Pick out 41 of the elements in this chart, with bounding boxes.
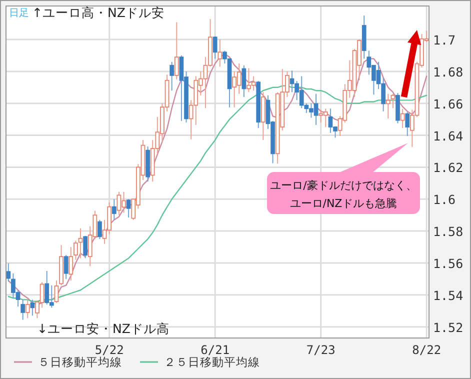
legend-label: ２５日移動平均線 (164, 355, 260, 369)
candlestick (30, 299, 35, 316)
candlestick (170, 61, 174, 92)
candlestick (212, 36, 218, 60)
annotation: ↑ユーロ高・NZドル安 (32, 5, 164, 20)
x-tick-label: 5/22 (94, 343, 124, 357)
candlestick (78, 228, 83, 259)
y-tick-label: 1.66 (433, 96, 464, 112)
candlestick (83, 235, 88, 259)
candlestick (20, 299, 26, 320)
x-tick-label: 8/22 (412, 343, 442, 357)
candlestick (68, 246, 74, 282)
y-tick-label: 1.56 (433, 256, 464, 271)
candlestick (112, 198, 116, 220)
candlestick (386, 93, 390, 120)
y-tick-label: 1.7 (433, 32, 456, 48)
annotation: ↓ユーロ安・NZドル高 (37, 321, 170, 336)
candlestick (405, 112, 410, 137)
legend-label: ５日移動平均線 (38, 355, 122, 369)
y-tick-label: 1.64 (433, 128, 464, 144)
candlestick (74, 240, 78, 260)
y-tick-label: 1.68 (433, 64, 464, 80)
candlestick (98, 219, 102, 240)
x-tick-label: 6/21 (200, 343, 230, 357)
x-tick-label: 7/23 (306, 343, 336, 357)
candlestick (218, 39, 222, 68)
candlestick (242, 64, 246, 98)
candlestick (25, 298, 30, 319)
y-tick-label: 1.6 (433, 192, 456, 208)
candlestick (64, 254, 68, 280)
candlestick (390, 93, 396, 109)
candlestick (54, 280, 59, 304)
annotation: 日足 (9, 8, 29, 19)
candlestick (126, 198, 131, 218)
y-tick-label: 1.58 (433, 224, 464, 240)
annotation: ユーロ/豪ドルだけではなく、ユーロ/NZドルも急騰 (270, 179, 417, 210)
y-tick-label: 1.62 (433, 160, 464, 176)
candlestick (174, 22, 179, 80)
candlestick (6, 262, 11, 282)
y-tick-label: 1.52 (433, 320, 464, 335)
y-tick-label: 1.54 (433, 288, 464, 303)
